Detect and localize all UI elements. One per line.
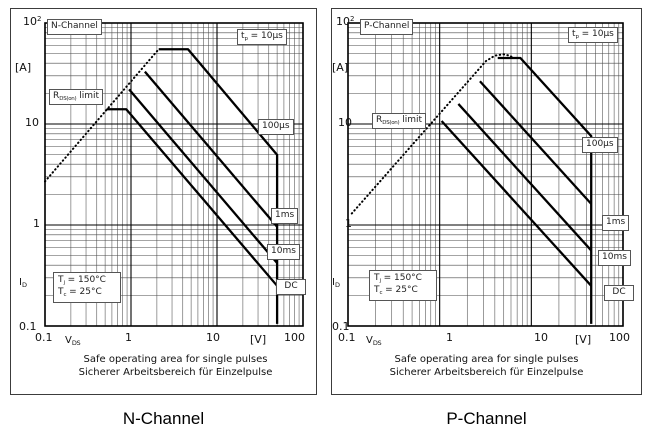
x-axis-unit: [V] (575, 333, 592, 346)
temperature-conditions-box: Tj = 150°C Tc = 25°C (369, 270, 437, 302)
junction-temp-label: Tj = 150°C (58, 275, 106, 286)
x-tick-0_1: 0.1 (338, 331, 356, 344)
junction-temp-label: Tj = 150°C (374, 273, 422, 284)
caption-line-en: Safe operating area for single pulses (394, 354, 579, 365)
curve-1ms (457, 103, 593, 252)
curve-label-1ms: 1ms (271, 208, 299, 224)
case-temp-label: Tc = 25°C (374, 285, 418, 297)
x-tick-1: 1 (125, 331, 132, 344)
y-tick-0_1: 0.1 (19, 320, 37, 333)
curve-10ms-dc (440, 120, 593, 287)
y-axis-unit: [A] (15, 61, 32, 74)
y-tick-1: 1 (345, 217, 352, 230)
y-tick-1: 1 (33, 217, 40, 230)
x-tick-10: 10 (534, 331, 548, 344)
plot-border (347, 22, 624, 327)
caption-line-de: Sicherer Arbeitsbereich für Einzelpulse (78, 367, 273, 378)
curve-label-dc: DC (604, 285, 634, 301)
plot-border (44, 22, 304, 327)
y-tick-100: 102 (336, 15, 355, 28)
x-tick-10: 10 (206, 331, 220, 344)
temperature-conditions-box: Tj = 150°C Tc = 25°C (53, 272, 121, 304)
soa-panel-p-channel: 102 [A] 10 1 ID 0.1 0.1 VDS 1 10 [V] 100… (331, 8, 642, 395)
channel-type-label: P-Channel (360, 19, 414, 35)
rdson-limit-label: RDS(on) limit (372, 113, 427, 130)
curve-label-10ms: 10ms (267, 244, 300, 260)
y-axis-unit: [A] (332, 61, 349, 74)
channel-type-label: N-Channel (47, 19, 102, 35)
case-temp-label: Tc = 25°C (58, 287, 102, 299)
curve-r-ds-on-limit (44, 48, 160, 183)
caption-line-de: Sicherer Arbeitsbereich für Einzelpulse (389, 367, 584, 378)
soa-chart-n-channel (44, 22, 304, 327)
y-tick-10: 10 (338, 116, 352, 129)
x-axis-quantity: VDS (65, 335, 81, 347)
y-tick-10: 10 (25, 116, 39, 129)
x-tick-0_1: 0.1 (35, 331, 53, 344)
caption-line-en: Safe operating area for single pulses (83, 354, 268, 365)
curve-10ms-dc (106, 108, 278, 287)
figure-title-n-channel: N-Channel (122, 409, 205, 428)
y-tick-0_1: 0.1 (332, 320, 350, 333)
pulse-width-10us-label: tp = 10µs (568, 27, 618, 44)
x-axis-unit: [V] (250, 333, 267, 346)
curve-label-dc: DC (276, 279, 306, 295)
curve-100-s (479, 80, 593, 205)
y-axis-quantity: ID (19, 277, 27, 289)
curve-t-p-10-s (497, 56, 593, 324)
x-tick-1: 1 (446, 331, 453, 344)
x-tick-100: 100 (284, 331, 305, 344)
curve-label-1ms: 1ms (602, 215, 630, 231)
soa-panel-n-channel: 102 [A] 10 1 ID 0.1 0.1 VDS 1 10 [V] 100… (10, 8, 317, 395)
curve-label-100us: 100µs (258, 119, 294, 135)
curve-label-100us: 100µs (582, 137, 618, 153)
curve-r-ds-on-limit (350, 53, 515, 215)
curve-100-s (144, 70, 278, 228)
x-tick-100: 100 (609, 331, 630, 344)
figure-title-p-channel: P-Channel (446, 409, 527, 428)
curve-1ms (128, 88, 278, 264)
y-axis-quantity: ID (332, 277, 340, 289)
x-axis-quantity: VDS (366, 335, 382, 347)
rdson-limit-label: RDS(on) limit (49, 89, 104, 106)
curve-label-10ms: 10ms (598, 250, 631, 266)
curve-t-p-10-s (158, 48, 279, 324)
pulse-width-10us-label: tp = 10µs (237, 29, 287, 46)
y-tick-100: 102 (23, 15, 42, 28)
